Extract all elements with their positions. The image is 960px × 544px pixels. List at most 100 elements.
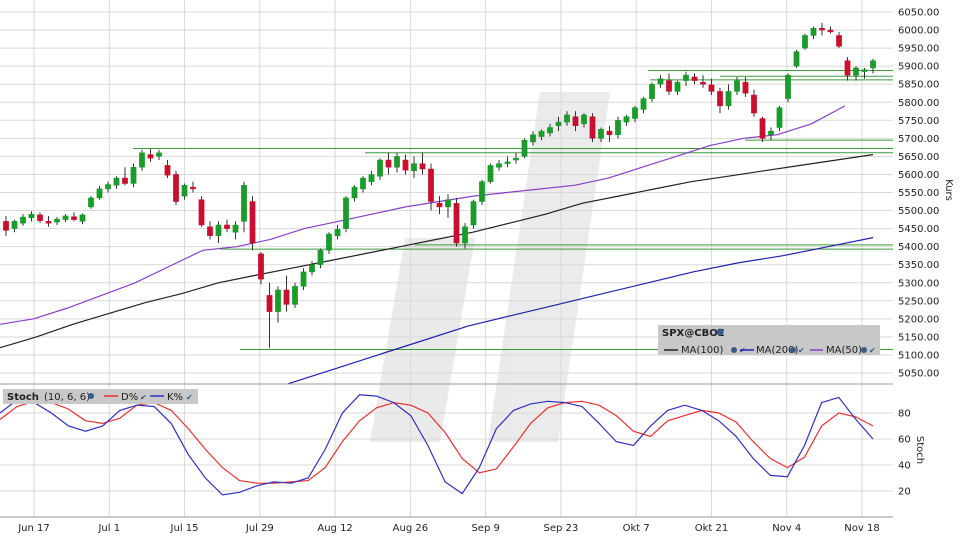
- candle: [122, 167, 128, 186]
- candle-body: [249, 201, 256, 244]
- candle-body: [640, 98, 647, 110]
- candle: [547, 123, 553, 137]
- candle-body: [581, 114, 587, 125]
- candle: [11, 219, 18, 233]
- stoch-settings-icon[interactable]: [88, 393, 94, 399]
- candle: [54, 217, 60, 225]
- candle: [589, 113, 596, 142]
- price-tick-label: 5400.00: [898, 242, 939, 253]
- stoch-legend: Stoch (10, 6, 6) D% ✔ K% ✔: [3, 389, 198, 404]
- candle: [79, 213, 86, 225]
- candle-body: [113, 177, 120, 186]
- candle-body: [334, 229, 341, 237]
- candle: [28, 211, 35, 222]
- stoch-tick-label: 80: [898, 409, 911, 420]
- stoch-params: (10, 6, 6): [44, 392, 90, 403]
- ma50-settings-icon[interactable]: [861, 347, 867, 353]
- settings-icon[interactable]: [716, 328, 724, 336]
- candle-body: [470, 201, 477, 226]
- x-tick-label: Sep 9: [471, 523, 499, 534]
- candle-body: [462, 226, 468, 244]
- candle: [776, 105, 783, 132]
- candle-body: [411, 163, 417, 172]
- price-tick-label: 5700.00: [898, 134, 939, 145]
- moving-average-lines: [0, 105, 874, 385]
- candle-body: [275, 289, 281, 312]
- candle-body: [215, 224, 222, 237]
- price-tick-label: 5500.00: [898, 206, 939, 217]
- candle: [666, 73, 672, 96]
- candle: [20, 214, 26, 226]
- candle: [283, 275, 290, 312]
- ma100-line: [0, 154, 874, 349]
- candle: [232, 221, 239, 240]
- d-check-icon[interactable]: ✔: [140, 393, 147, 402]
- candle-body: [768, 130, 774, 135]
- candle-body: [198, 199, 205, 226]
- candle: [657, 75, 664, 88]
- candle: [445, 194, 451, 218]
- candle: [555, 116, 562, 132]
- x-tick-label: Sep 23: [544, 523, 579, 534]
- candle: [411, 156, 417, 179]
- candle: [317, 248, 324, 269]
- price-legend: SPX@CBOE MA(100) ✔ MA(200) ✔ MA(50) ✔: [658, 325, 880, 356]
- candle: [751, 89, 757, 117]
- candle-body: [555, 121, 562, 126]
- candle: [598, 127, 604, 142]
- candle: [844, 57, 851, 81]
- candle-body: [224, 224, 230, 229]
- candle-body: [45, 221, 52, 224]
- candle: [173, 170, 179, 206]
- candle-body: [181, 185, 188, 197]
- ma50-check-icon[interactable]: ✔: [869, 346, 876, 355]
- stoch-title: Stoch: [7, 392, 39, 403]
- candle: [632, 105, 638, 123]
- candle-body: [844, 60, 851, 76]
- candle-body: [870, 60, 876, 69]
- candle-body: [20, 216, 26, 224]
- candle-body: [402, 159, 409, 171]
- candle: [496, 160, 502, 171]
- candle: [462, 223, 468, 249]
- price-tick-label: 5600.00: [898, 170, 939, 181]
- price-axis-ticks: 6050.00 6000.00 5950.00 5900.00 5850.00 5800.…: [898, 8, 939, 380]
- stoch-tick-label: 40: [898, 461, 911, 472]
- ma200-settings-icon[interactable]: [790, 347, 796, 353]
- candle-body: [54, 218, 60, 223]
- price-axis-title: Kurs: [943, 179, 954, 201]
- candle-body: [300, 271, 307, 287]
- candle-body: [232, 224, 239, 233]
- candle: [734, 76, 740, 96]
- candle-body: [564, 114, 570, 123]
- candle: [513, 152, 519, 164]
- candle-body: [538, 130, 545, 137]
- x-tick-label: Nov 4: [772, 523, 801, 534]
- stoch-axis-ticks: 80 60 40 20: [898, 409, 911, 498]
- candle: [725, 84, 732, 110]
- ma100-settings-icon[interactable]: [731, 347, 737, 353]
- ma200-check-icon[interactable]: ✔: [798, 346, 805, 355]
- x-tick-label: Jun 17: [17, 523, 50, 534]
- candle-body: [266, 295, 273, 312]
- candle: [827, 26, 834, 34]
- x-tick-label: Jul 1: [97, 523, 120, 534]
- candle-body: [173, 174, 179, 202]
- k-check-icon[interactable]: ✔: [186, 393, 193, 402]
- candle: [37, 212, 43, 224]
- candle: [249, 196, 256, 251]
- candle: [742, 76, 749, 97]
- candle-body: [606, 130, 613, 135]
- candle-body: [776, 107, 783, 128]
- candle: [538, 129, 545, 141]
- candle-body: [810, 27, 817, 36]
- candle: [385, 152, 392, 175]
- price-tick-label: 5150.00: [898, 332, 939, 343]
- candle-body: [666, 80, 672, 92]
- candle: [377, 158, 383, 180]
- candle-body: [130, 166, 137, 184]
- price-tick-label: 5650.00: [898, 152, 939, 163]
- candle-body: [496, 163, 502, 168]
- stoch-tick-label: 60: [898, 435, 911, 446]
